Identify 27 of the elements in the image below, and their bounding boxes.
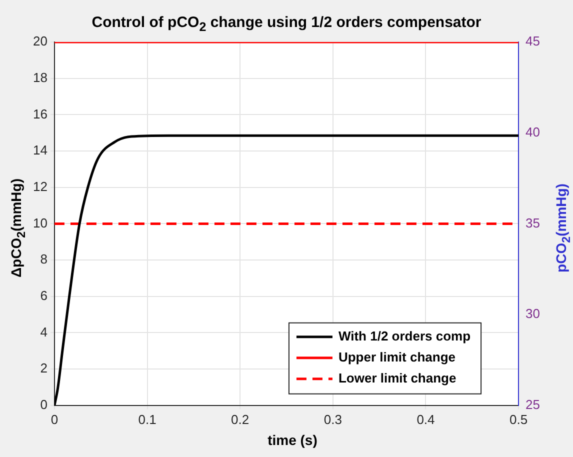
x-tick-label: 0	[50, 412, 58, 427]
x-tick-label: 0.1	[138, 412, 156, 427]
x-tick-label: 0.2	[231, 412, 250, 427]
y2-tick-label: 30	[526, 306, 540, 322]
y-tick-label: 4	[40, 324, 48, 340]
x-tick-label: 0.4	[416, 412, 435, 427]
legend-label: Upper limit change	[338, 349, 456, 364]
x-tick-label: 0.3	[324, 412, 342, 427]
y-tick-label: 12	[32, 178, 48, 194]
legend-label: Lower limit change	[338, 370, 456, 386]
x-axis-title: time (s)	[266, 432, 318, 448]
y-tick-label: 10	[32, 215, 48, 230]
y-tick-label: 18	[32, 70, 48, 85]
y-tick-label: 0	[40, 396, 48, 412]
y2-tick-label: 40	[526, 124, 540, 140]
y-tick-label: 8	[40, 252, 48, 267]
legend-label: With 1/2 orders comp	[338, 328, 471, 344]
y-tick-label: 16	[32, 106, 48, 122]
y-tick-label: 20	[32, 34, 48, 49]
y-tick-label: 14	[32, 142, 48, 158]
y2-tick-label: 35	[526, 215, 540, 230]
y2-tick-label: 45	[526, 34, 540, 49]
chart-title: Control of pCO$_{2}$ change using 1/2 orders compensator	[90, 14, 482, 34]
x-tick-label: 0.5	[510, 412, 528, 427]
y-tick-label: 6	[40, 288, 48, 303]
y2-tick-label: 25	[526, 396, 540, 412]
y-tick-label: 2	[40, 360, 48, 376]
